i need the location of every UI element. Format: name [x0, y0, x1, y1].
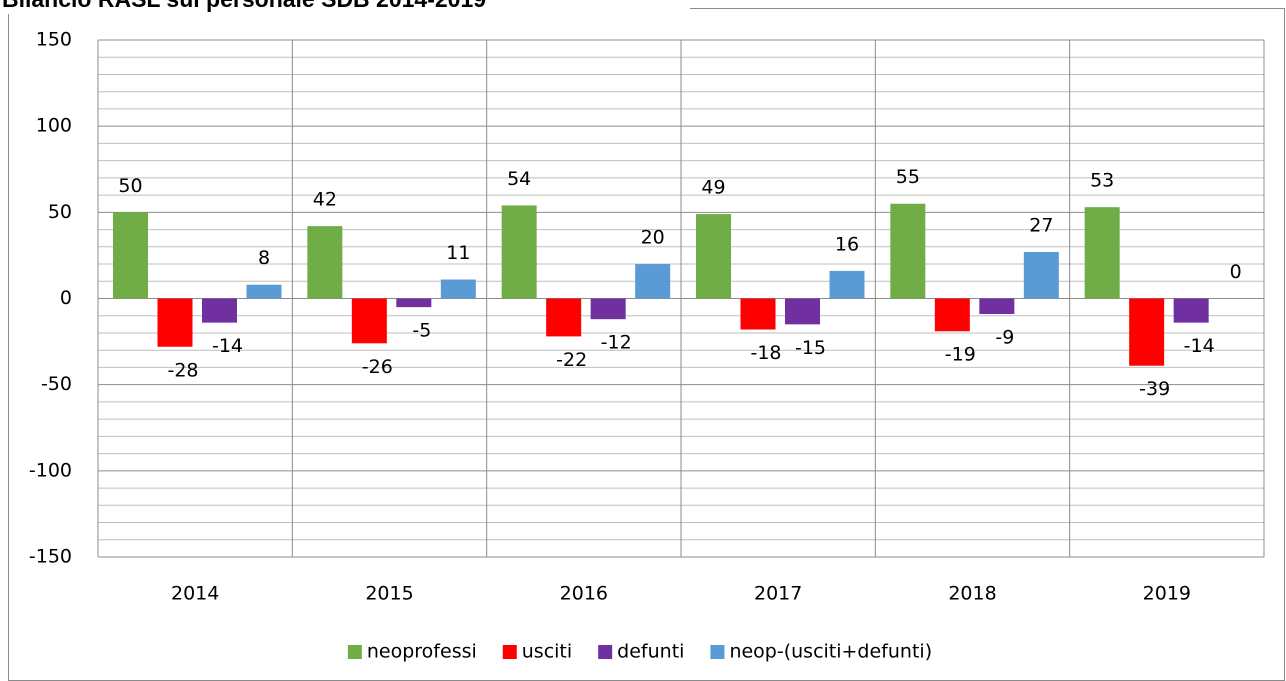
data-label: -14 [212, 335, 243, 357]
data-label: -18 [750, 342, 781, 364]
y-tick-label: -150 [29, 546, 72, 568]
bar [351, 298, 387, 344]
data-label: -9 [995, 327, 1014, 349]
data-label: 50 [118, 175, 142, 197]
y-tick-label: 50 [48, 201, 72, 223]
bar [696, 214, 731, 299]
y-tick-label: -100 [29, 459, 72, 481]
legend-label: neoprofessi [367, 641, 477, 663]
data-label: 8 [258, 247, 270, 269]
y-tick-label: 150 [36, 29, 72, 51]
title-background [0, 0, 690, 14]
data-label: -14 [1184, 335, 1215, 357]
y-tick-label: -50 [41, 373, 72, 395]
bar [246, 284, 282, 299]
bar [396, 298, 432, 308]
legend-label: usciti [522, 641, 572, 663]
chart-title: Bilancio RASL sul personale SDB 2014-201… [2, 0, 486, 12]
bar [785, 298, 820, 325]
x-tick-label: 2019 [1143, 583, 1191, 605]
legend-label: neop-(usciti+defunti) [729, 641, 932, 663]
bar [740, 298, 776, 330]
bar [829, 270, 865, 299]
data-label: -19 [945, 344, 976, 366]
bar [1023, 251, 1059, 299]
data-label: 27 [1029, 214, 1053, 236]
legend-swatch [502, 645, 517, 659]
x-tick-label: 2016 [560, 583, 608, 605]
data-label: 16 [835, 233, 859, 255]
data-label: 0 [1230, 261, 1242, 283]
bar [546, 298, 582, 337]
data-label: 49 [701, 177, 725, 199]
bar [157, 298, 193, 347]
y-tick-label: 0 [60, 287, 72, 309]
data-label: -12 [601, 332, 632, 354]
x-tick-label: 2017 [754, 583, 802, 605]
data-label: 55 [896, 166, 920, 188]
bar [635, 264, 671, 299]
bar [1129, 298, 1165, 366]
bar [890, 203, 926, 299]
legend-swatch [710, 645, 725, 659]
bar [934, 298, 970, 332]
data-label: 53 [1090, 170, 1114, 192]
bar [440, 279, 476, 299]
data-label: 20 [641, 227, 665, 249]
legend-swatch [347, 645, 362, 659]
legend-label: defunti [617, 641, 684, 663]
bar [1084, 207, 1120, 299]
data-label: -28 [167, 359, 198, 381]
x-tick-label: 2018 [948, 583, 996, 605]
data-label: -39 [1139, 378, 1170, 400]
data-label: -22 [556, 349, 587, 371]
y-tick-label: 100 [36, 115, 72, 137]
bar [307, 226, 343, 299]
data-label: -26 [362, 356, 393, 378]
data-label: 11 [446, 242, 470, 264]
x-tick-label: 2014 [171, 583, 219, 605]
bar [113, 212, 148, 299]
bar [501, 205, 537, 299]
data-label: -5 [412, 320, 431, 342]
bar [1173, 298, 1209, 323]
data-label: 54 [507, 168, 531, 190]
bar [590, 298, 626, 320]
bar [202, 298, 237, 323]
data-label: -15 [795, 337, 826, 359]
bar [979, 298, 1015, 315]
x-tick-label: 2015 [365, 583, 413, 605]
legend-swatch [598, 645, 613, 659]
data-label: 42 [313, 189, 337, 211]
